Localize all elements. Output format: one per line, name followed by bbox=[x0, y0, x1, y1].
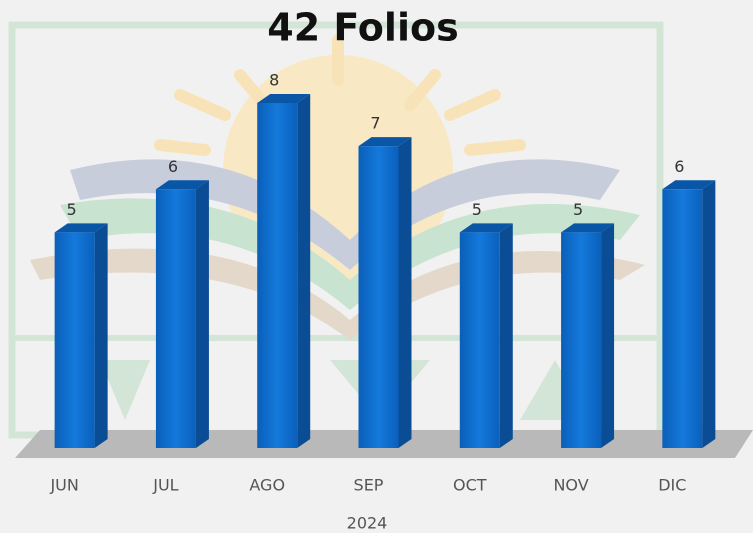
bar-top bbox=[257, 94, 311, 103]
bar-top bbox=[155, 180, 209, 190]
bar-side bbox=[94, 223, 108, 448]
x-axis-label: 2024 bbox=[347, 514, 388, 533]
bar-top bbox=[358, 137, 412, 147]
bar bbox=[662, 189, 703, 448]
bar bbox=[358, 146, 399, 448]
bar bbox=[561, 232, 602, 448]
bar-top bbox=[561, 223, 615, 233]
x-tick-label: OCT bbox=[453, 476, 487, 495]
bar-side bbox=[499, 223, 513, 448]
value-label: 5 bbox=[67, 200, 77, 219]
bar-side bbox=[195, 180, 209, 448]
value-label: 5 bbox=[472, 200, 482, 219]
x-tick-label: AGO bbox=[249, 476, 285, 495]
chart-title: 42 Folios bbox=[267, 6, 458, 50]
value-label: 6 bbox=[168, 157, 178, 176]
value-label: 8 bbox=[269, 71, 279, 90]
x-tick-label: DIC bbox=[658, 476, 686, 495]
x-tick-label: SEP bbox=[354, 476, 384, 495]
bar-side bbox=[398, 137, 412, 448]
x-tick-label: NOV bbox=[553, 476, 588, 495]
bar-side bbox=[702, 180, 716, 448]
bar bbox=[257, 103, 298, 448]
bar-side bbox=[601, 223, 615, 448]
bar-top bbox=[54, 223, 108, 233]
x-tick-label: JUL bbox=[152, 476, 178, 495]
value-label: 5 bbox=[573, 200, 583, 219]
value-label: 7 bbox=[370, 114, 380, 133]
bar bbox=[155, 189, 196, 448]
value-label: 6 bbox=[674, 157, 684, 176]
bar bbox=[54, 232, 95, 448]
bar-side bbox=[297, 94, 311, 448]
bar bbox=[459, 232, 500, 448]
bar-top bbox=[662, 180, 716, 190]
bar-top bbox=[459, 223, 513, 233]
x-tick-label: JUN bbox=[49, 476, 78, 495]
